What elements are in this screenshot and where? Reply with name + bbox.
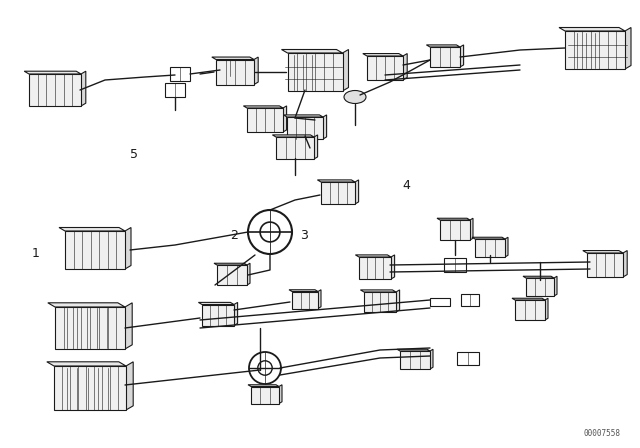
Polygon shape (234, 302, 237, 326)
Polygon shape (283, 106, 287, 132)
Ellipse shape (344, 90, 366, 103)
Bar (217, 265, 247, 285)
Bar (321, 182, 355, 204)
Polygon shape (403, 54, 407, 80)
Bar (461, 294, 479, 306)
Polygon shape (472, 237, 505, 239)
Bar (364, 292, 396, 312)
Bar (251, 387, 279, 404)
Polygon shape (243, 106, 283, 108)
Polygon shape (430, 349, 433, 369)
Polygon shape (284, 115, 323, 117)
Bar (247, 108, 283, 132)
Bar (565, 31, 625, 69)
Polygon shape (583, 250, 623, 253)
Polygon shape (254, 57, 258, 85)
Bar (55, 307, 125, 349)
Bar (367, 56, 403, 80)
Bar (526, 278, 554, 296)
Polygon shape (24, 71, 81, 74)
Polygon shape (282, 49, 342, 53)
Polygon shape (247, 263, 250, 285)
Polygon shape (323, 115, 326, 139)
Polygon shape (355, 180, 358, 204)
Polygon shape (198, 302, 234, 305)
Bar (165, 83, 185, 97)
Text: 3: 3 (300, 228, 308, 242)
Text: 1: 1 (31, 246, 39, 260)
Bar (400, 351, 430, 369)
Polygon shape (505, 237, 508, 257)
Polygon shape (214, 263, 247, 265)
Bar (65, 231, 125, 269)
Polygon shape (523, 276, 554, 278)
Polygon shape (625, 27, 631, 69)
Polygon shape (317, 180, 355, 182)
Polygon shape (623, 250, 627, 277)
Polygon shape (59, 228, 125, 231)
Bar (457, 352, 479, 365)
Polygon shape (554, 276, 557, 296)
Bar (440, 220, 470, 240)
Bar (216, 60, 254, 85)
Polygon shape (318, 290, 321, 309)
Polygon shape (426, 45, 460, 47)
Polygon shape (47, 362, 126, 366)
Polygon shape (512, 298, 545, 300)
Polygon shape (273, 135, 314, 137)
Bar (287, 53, 342, 91)
Bar (202, 305, 234, 326)
Polygon shape (125, 228, 131, 269)
Polygon shape (559, 27, 625, 31)
Bar (444, 258, 466, 272)
Bar (287, 117, 323, 139)
Polygon shape (81, 71, 86, 106)
Polygon shape (460, 45, 463, 67)
Bar (430, 47, 460, 67)
Bar (170, 67, 190, 81)
Polygon shape (342, 49, 349, 91)
Bar (359, 257, 391, 279)
Bar (29, 74, 81, 106)
Polygon shape (360, 290, 396, 292)
Polygon shape (545, 298, 548, 320)
Polygon shape (125, 303, 132, 349)
Polygon shape (314, 135, 317, 159)
Bar (587, 253, 623, 277)
Polygon shape (396, 290, 399, 312)
Polygon shape (355, 255, 391, 257)
Text: 5: 5 (131, 148, 138, 161)
Polygon shape (437, 218, 470, 220)
Bar (219, 60, 241, 76)
Bar (515, 300, 545, 320)
Polygon shape (470, 218, 473, 240)
Bar (292, 292, 318, 309)
Polygon shape (212, 57, 254, 60)
Polygon shape (289, 290, 318, 292)
Text: 2: 2 (230, 228, 237, 242)
Text: 00007558: 00007558 (583, 429, 620, 438)
Polygon shape (279, 385, 282, 404)
Polygon shape (126, 362, 133, 410)
Polygon shape (248, 385, 279, 387)
Polygon shape (48, 303, 125, 307)
Polygon shape (397, 349, 430, 351)
Polygon shape (363, 54, 403, 56)
Text: 4: 4 (403, 179, 410, 193)
Bar (54, 366, 126, 410)
Bar (276, 137, 314, 159)
Polygon shape (391, 255, 395, 279)
Bar (430, 298, 450, 306)
Bar (475, 239, 505, 257)
